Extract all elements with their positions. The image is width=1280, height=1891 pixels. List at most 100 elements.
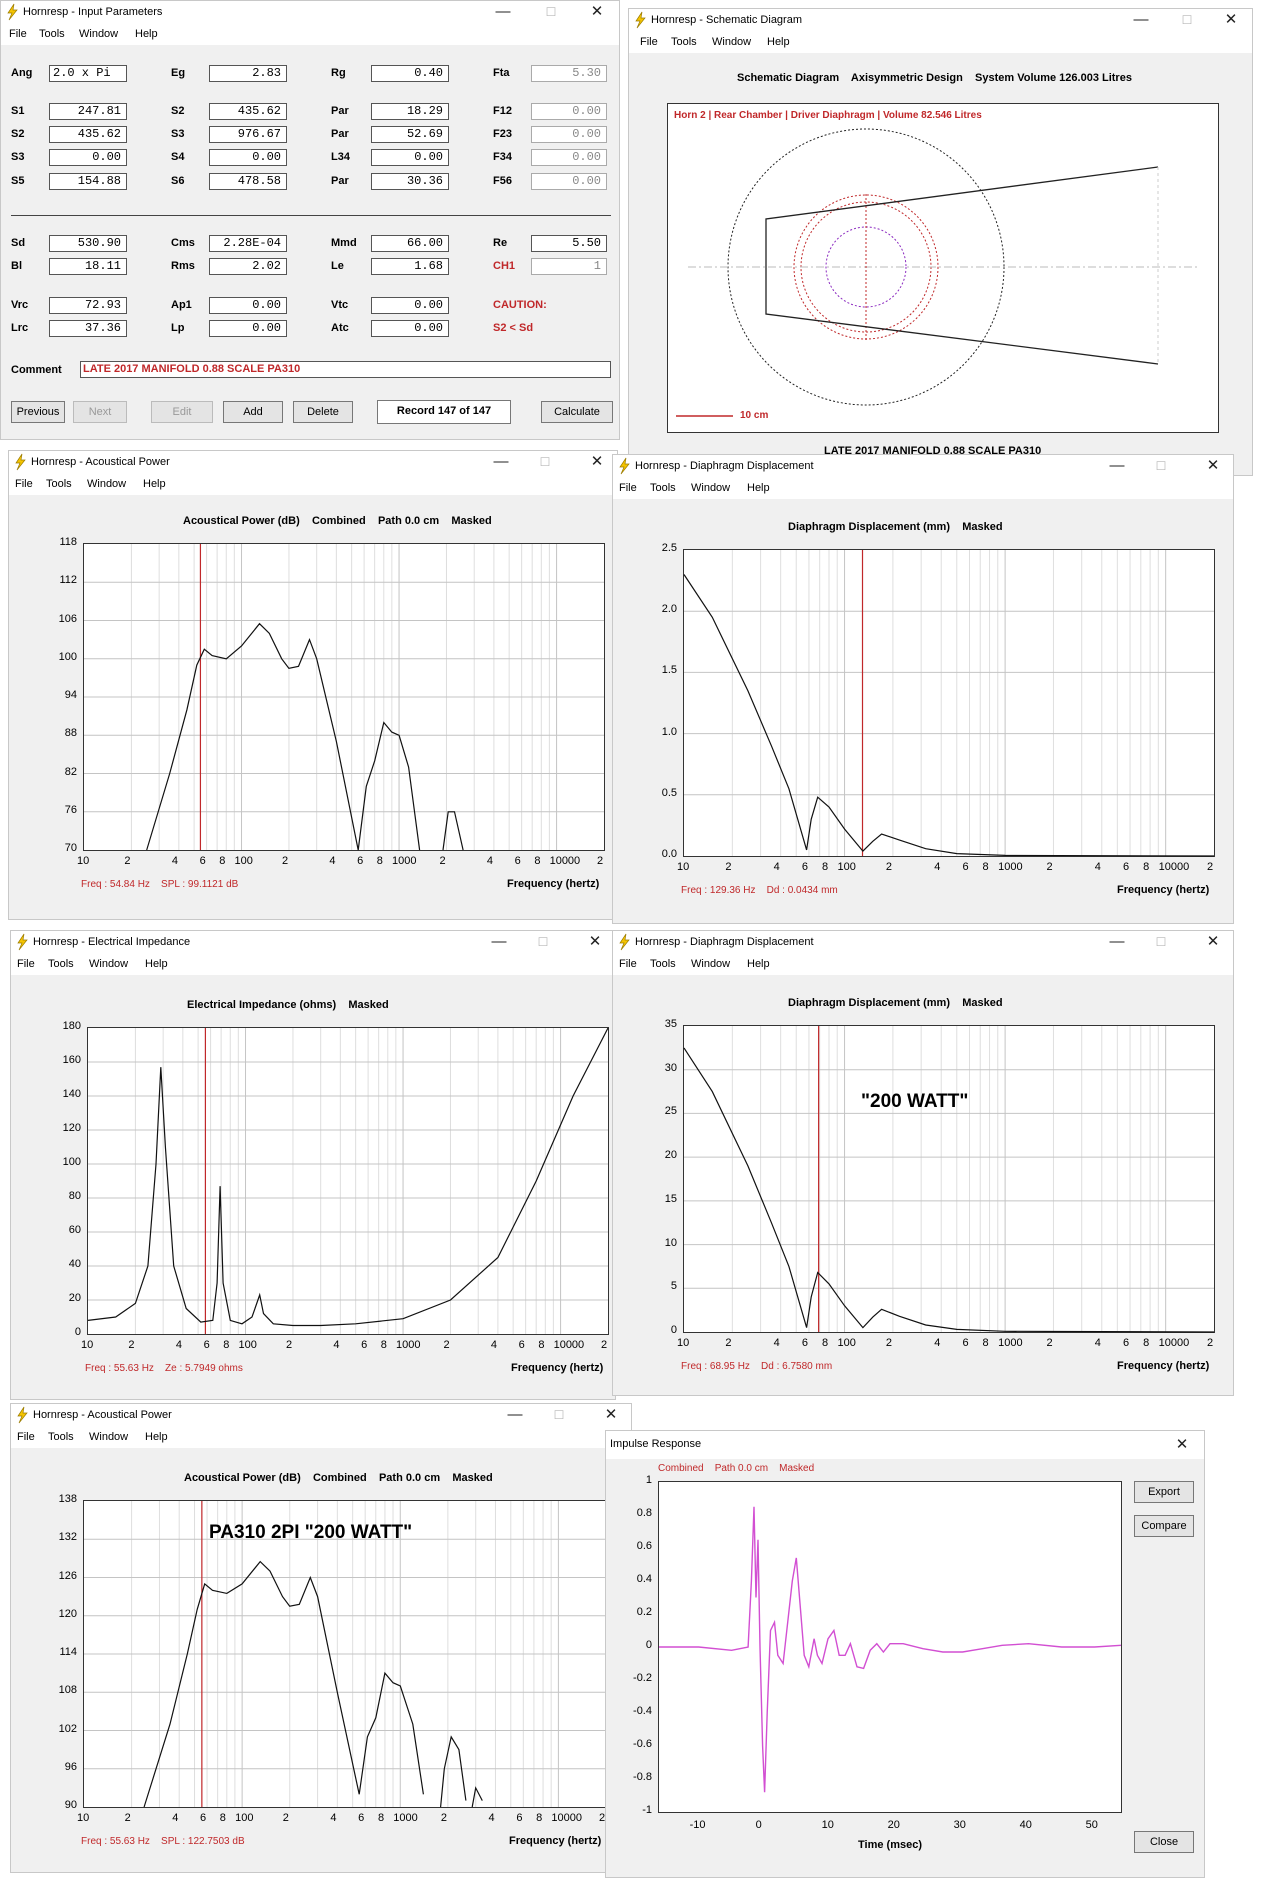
param-field[interactable]: 2.02 bbox=[209, 258, 287, 275]
menu-tools[interactable]: Tools bbox=[650, 958, 676, 970]
x-tick-label: 6 bbox=[358, 1812, 365, 1824]
param-field[interactable]: 37.36 bbox=[49, 320, 127, 337]
param-field[interactable]: 478.58 bbox=[209, 173, 287, 190]
close-icon[interactable]: ✕ bbox=[588, 933, 602, 950]
menu-tools[interactable]: Tools bbox=[46, 478, 72, 490]
param-field[interactable]: 30.36 bbox=[371, 173, 449, 190]
menu-file[interactable]: File bbox=[17, 958, 35, 970]
minimize-icon[interactable]: — bbox=[495, 3, 511, 20]
menu-window[interactable]: Window bbox=[89, 1431, 129, 1443]
menu-file[interactable]: File bbox=[15, 478, 33, 490]
close-icon[interactable]: ✕ bbox=[1206, 457, 1220, 474]
menu-help[interactable]: Help bbox=[767, 36, 790, 48]
param-field[interactable]: 0.00 bbox=[531, 103, 607, 120]
close-icon[interactable]: ✕ bbox=[590, 3, 604, 20]
close-icon[interactable]: ✕ bbox=[1224, 11, 1238, 28]
x-tick-label: 8 bbox=[538, 1339, 545, 1351]
calculate-button[interactable]: Calculate bbox=[541, 401, 613, 423]
menu-tools[interactable]: Tools bbox=[48, 1431, 74, 1443]
menu-tools[interactable]: Tools bbox=[39, 28, 65, 40]
param-field[interactable]: 0.00 bbox=[209, 149, 287, 166]
param-field[interactable]: 154.88 bbox=[49, 173, 127, 190]
minimize-icon[interactable]: — bbox=[1109, 457, 1125, 474]
ir-plot bbox=[659, 1506, 1122, 1793]
param-field[interactable]: 247.81 bbox=[49, 103, 127, 120]
menu-tools[interactable]: Tools bbox=[671, 36, 697, 48]
x-tick-label: 6 bbox=[801, 1337, 809, 1349]
param-field[interactable]: 2.28E-04 bbox=[209, 235, 287, 252]
param-field[interactable]: 2.0 x Pi bbox=[49, 65, 127, 82]
close-icon[interactable]: ✕ bbox=[1175, 1436, 1189, 1453]
param-field[interactable]: 5.30 bbox=[531, 65, 607, 82]
window-title: Hornresp - Input Parameters bbox=[23, 6, 163, 18]
menu-window[interactable]: Window bbox=[691, 482, 731, 494]
menu-help[interactable]: Help bbox=[747, 958, 770, 970]
x-tick-label: 4 bbox=[773, 1337, 780, 1349]
param-field[interactable]: 0.00 bbox=[371, 149, 449, 166]
param-field[interactable]: 2.83 bbox=[209, 65, 287, 82]
param-field[interactable]: 0.00 bbox=[531, 149, 607, 166]
param-field[interactable]: 0.00 bbox=[209, 297, 287, 314]
menu-window[interactable]: Window bbox=[89, 958, 129, 970]
menu-window[interactable]: Window bbox=[79, 28, 119, 40]
menu-window[interactable]: Window bbox=[87, 478, 127, 490]
comment-field[interactable]: LATE 2017 MANIFOLD 0.88 SCALE PA310 bbox=[80, 361, 611, 378]
menu-file[interactable]: File bbox=[9, 28, 27, 40]
menu-file[interactable]: File bbox=[17, 1431, 35, 1443]
add-button[interactable]: Add bbox=[223, 401, 283, 423]
menu-help[interactable]: Help bbox=[747, 482, 770, 494]
param-field[interactable]: 0.00 bbox=[531, 173, 607, 190]
param-field[interactable]: 435.62 bbox=[209, 103, 287, 120]
param-field[interactable]: 52.69 bbox=[371, 126, 449, 143]
minimize-icon[interactable]: — bbox=[1133, 11, 1149, 28]
param-label: S4 bbox=[171, 151, 185, 163]
param-label: Rms bbox=[171, 260, 195, 272]
export-button[interactable]: Export bbox=[1134, 1481, 1194, 1503]
y-tick-label: 80 bbox=[68, 1190, 81, 1202]
param-field[interactable]: 5.50 bbox=[531, 235, 607, 252]
param-field[interactable]: 976.67 bbox=[209, 126, 287, 143]
param-field[interactable]: 18.11 bbox=[49, 258, 127, 275]
param-field[interactable]: 66.00 bbox=[371, 235, 449, 252]
param-field[interactable]: 18.29 bbox=[371, 103, 449, 120]
param-field[interactable]: 0.00 bbox=[371, 320, 449, 337]
compare-button[interactable]: Compare bbox=[1134, 1515, 1194, 1537]
close-icon[interactable]: ✕ bbox=[1206, 933, 1220, 950]
param-field[interactable]: 0.00 bbox=[371, 297, 449, 314]
param-field[interactable]: 0.00 bbox=[49, 149, 127, 166]
menu-window[interactable]: Window bbox=[691, 958, 731, 970]
param-field[interactable]: 0.00 bbox=[209, 320, 287, 337]
minimize-icon[interactable]: — bbox=[1109, 933, 1125, 950]
menu-help[interactable]: Help bbox=[135, 28, 158, 40]
impulse-curve bbox=[659, 1506, 1122, 1793]
menu-file[interactable]: File bbox=[619, 958, 637, 970]
ap2-window: Hornresp - Acoustical Power — ☐ ✕ File Tools W… bbox=[10, 1403, 632, 1873]
y-tick-label: 88 bbox=[64, 727, 77, 740]
param-field[interactable]: 0.40 bbox=[371, 65, 449, 82]
close-icon[interactable]: ✕ bbox=[590, 453, 604, 470]
edit-button[interactable]: Edit bbox=[151, 401, 213, 423]
menu-help[interactable]: Help bbox=[145, 1431, 168, 1443]
menu-window[interactable]: Window bbox=[712, 36, 752, 48]
menu-help[interactable]: Help bbox=[143, 478, 166, 490]
menu-tools[interactable]: Tools bbox=[650, 482, 676, 494]
minimize-icon[interactable]: — bbox=[493, 453, 509, 470]
minimize-icon[interactable]: — bbox=[507, 1406, 523, 1423]
delete-button[interactable]: Delete bbox=[293, 401, 353, 423]
ei-window: Hornresp - Electrical Impedance — ☐ ✕ File To… bbox=[10, 930, 616, 1400]
param-field[interactable]: 0.00 bbox=[531, 126, 607, 143]
menu-file[interactable]: File bbox=[640, 36, 658, 48]
previous-button[interactable]: Previous bbox=[11, 401, 65, 423]
next-button[interactable]: Next bbox=[73, 401, 127, 423]
param-field[interactable]: 530.90 bbox=[49, 235, 127, 252]
close-button[interactable]: Close bbox=[1134, 1831, 1194, 1853]
close-icon[interactable]: ✕ bbox=[604, 1406, 618, 1423]
param-field[interactable]: 72.93 bbox=[49, 297, 127, 314]
param-field[interactable]: 435.62 bbox=[49, 126, 127, 143]
menu-help[interactable]: Help bbox=[145, 958, 168, 970]
menu-file[interactable]: File bbox=[619, 482, 637, 494]
menu-tools[interactable]: Tools bbox=[48, 958, 74, 970]
param-field[interactable]: 1 bbox=[531, 258, 607, 275]
param-field[interactable]: 1.68 bbox=[371, 258, 449, 275]
minimize-icon[interactable]: — bbox=[491, 933, 507, 950]
